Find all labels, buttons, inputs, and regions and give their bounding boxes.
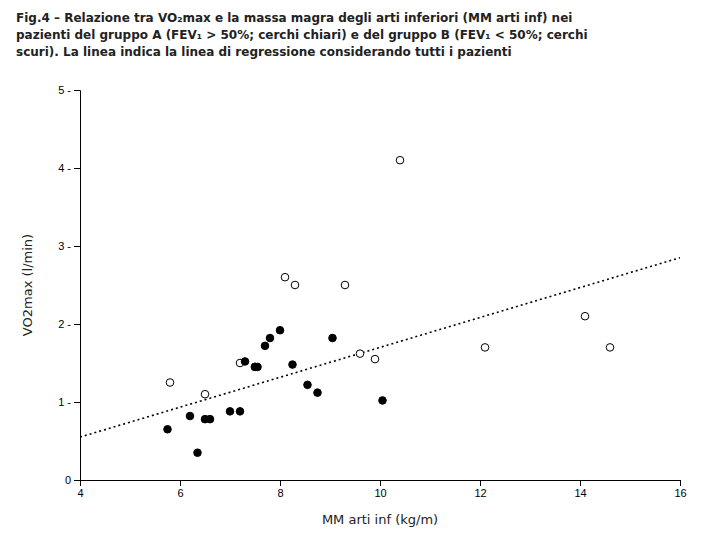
tick-label: 12 xyxy=(474,487,486,499)
tick-label: 1 - xyxy=(58,396,71,408)
filled-point xyxy=(254,363,262,371)
tick-label: 0 xyxy=(65,474,71,486)
x-axis-title: MM arti inf (kg/m) xyxy=(322,512,438,527)
filled-point xyxy=(379,397,387,405)
open-point xyxy=(606,344,614,352)
tick-label: 5 - xyxy=(58,84,71,96)
tick: 4 - xyxy=(58,162,80,174)
tick: 14 xyxy=(574,480,586,499)
open-point xyxy=(356,350,364,358)
tick-mark xyxy=(74,324,80,325)
filled-point xyxy=(194,449,202,457)
tick: 10 xyxy=(374,480,386,499)
x-axis: 4 6 8 10 12 14 16 xyxy=(77,480,686,499)
axis-line xyxy=(81,481,681,487)
plot-area: 4 6 8 10 12 14 16 0 1 - 2 - 3 - 4 - 5 - xyxy=(58,84,686,499)
tick-mark xyxy=(180,480,181,486)
filled-point xyxy=(206,415,214,423)
tick: 3 - xyxy=(58,240,80,252)
tick-label: 4 xyxy=(77,487,83,499)
open-point xyxy=(581,312,589,320)
open-point xyxy=(166,379,174,387)
tick-mark xyxy=(480,480,481,486)
y-axis: 0 1 - 2 - 3 - 4 - 5 - xyxy=(58,84,80,486)
tick-mark xyxy=(580,480,581,486)
tick: 8 xyxy=(277,480,283,499)
tick-label: 10 xyxy=(374,487,386,499)
tick-mark xyxy=(74,90,80,91)
y-axis-title: VO2max (l/min) xyxy=(20,234,35,336)
open-point xyxy=(341,281,349,289)
open-point xyxy=(201,390,209,398)
tick-label: 3 - xyxy=(58,240,71,252)
filled-point xyxy=(329,334,337,342)
filled-point xyxy=(314,389,322,397)
tick-label: 4 - xyxy=(58,162,71,174)
tick: 5 - xyxy=(58,84,80,96)
filled-point xyxy=(164,426,172,434)
axis-line xyxy=(74,91,81,481)
filled-point xyxy=(289,361,297,369)
filled-point xyxy=(241,358,249,366)
open-point xyxy=(281,273,289,281)
tick: 16 xyxy=(674,480,686,499)
filled-point xyxy=(186,412,194,420)
tick: 6 xyxy=(177,480,183,499)
open-point xyxy=(291,281,299,289)
tick-mark xyxy=(74,402,80,403)
tick-mark xyxy=(680,480,681,486)
tick-mark xyxy=(74,168,80,169)
tick: 1 - xyxy=(58,396,80,408)
filled-point xyxy=(276,326,284,334)
filled-point xyxy=(261,342,269,350)
open-point xyxy=(481,344,489,352)
filled-point xyxy=(236,408,244,416)
tick-label: 16 xyxy=(674,487,686,499)
marks xyxy=(80,156,680,456)
open-point xyxy=(396,156,404,164)
tick-label: 8 xyxy=(277,487,283,499)
tick-label: 14 xyxy=(574,487,586,499)
tick: 2 - xyxy=(58,318,80,330)
title: Fig.4 – Relazione tra VO₂max e la massa … xyxy=(16,11,588,59)
tick-mark xyxy=(74,480,80,481)
tick: 4 xyxy=(77,480,83,499)
filled-point xyxy=(266,334,274,342)
tick-label: 2 - xyxy=(58,318,71,330)
tick-mark xyxy=(280,480,281,486)
open-point xyxy=(371,355,379,363)
tick-mark xyxy=(380,480,381,486)
filled-point xyxy=(226,408,234,416)
chart: Fig.4 – Relazione tra VO₂max e la massa … xyxy=(0,0,720,540)
tick: 0 xyxy=(65,474,80,486)
tick: 12 xyxy=(474,480,486,499)
filled-point xyxy=(304,381,312,389)
regression-line xyxy=(80,258,680,437)
tick-mark xyxy=(74,246,80,247)
tick-label: 6 xyxy=(177,487,183,499)
